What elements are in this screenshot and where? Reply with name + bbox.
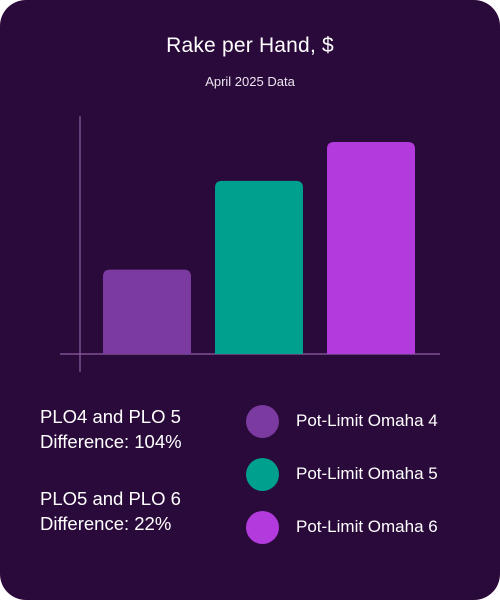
legend-label: Pot-Limit Omaha 4 <box>296 411 438 430</box>
legend-swatch <box>246 510 279 544</box>
chart-subtitle: April 2025 Data <box>205 74 295 89</box>
legend-label: Pot-Limit Omaha 6 <box>296 517 438 536</box>
note-difference: Difference: 104% <box>40 431 182 452</box>
note-title: PLO5 and PLO 6 <box>40 488 181 509</box>
legend-item-plo6: Pot-Limit Omaha 6 <box>246 510 438 544</box>
note-plo4-plo5: PLO4 and PLO 5 Difference: 104% <box>40 404 240 454</box>
note-difference: Difference: 22% <box>40 513 172 534</box>
note-title: PLO4 and PLO 5 <box>40 406 181 427</box>
note-plo5-plo6: PLO5 and PLO 6 Difference: 22% <box>40 486 240 536</box>
legend-swatch <box>246 457 279 491</box>
legend-item-plo5: Pot-Limit Omaha 5 <box>246 457 438 491</box>
bar-3 <box>327 141 415 354</box>
difference-notes: PLO4 and PLO 5 Difference: 104% PLO5 and… <box>40 404 240 568</box>
legend: Pot-Limit Omaha 4 Pot-Limit Omaha 5 Pot-… <box>246 404 438 563</box>
bars-group <box>103 141 415 354</box>
chart-title: Rake per Hand, $ <box>166 34 334 57</box>
bar-2 <box>215 180 303 354</box>
legend-label: Pot-Limit Omaha 5 <box>296 464 438 483</box>
legend-item-plo4: Pot-Limit Omaha 4 <box>246 404 438 438</box>
legend-swatch <box>246 404 279 438</box>
bar-1 <box>103 269 191 354</box>
